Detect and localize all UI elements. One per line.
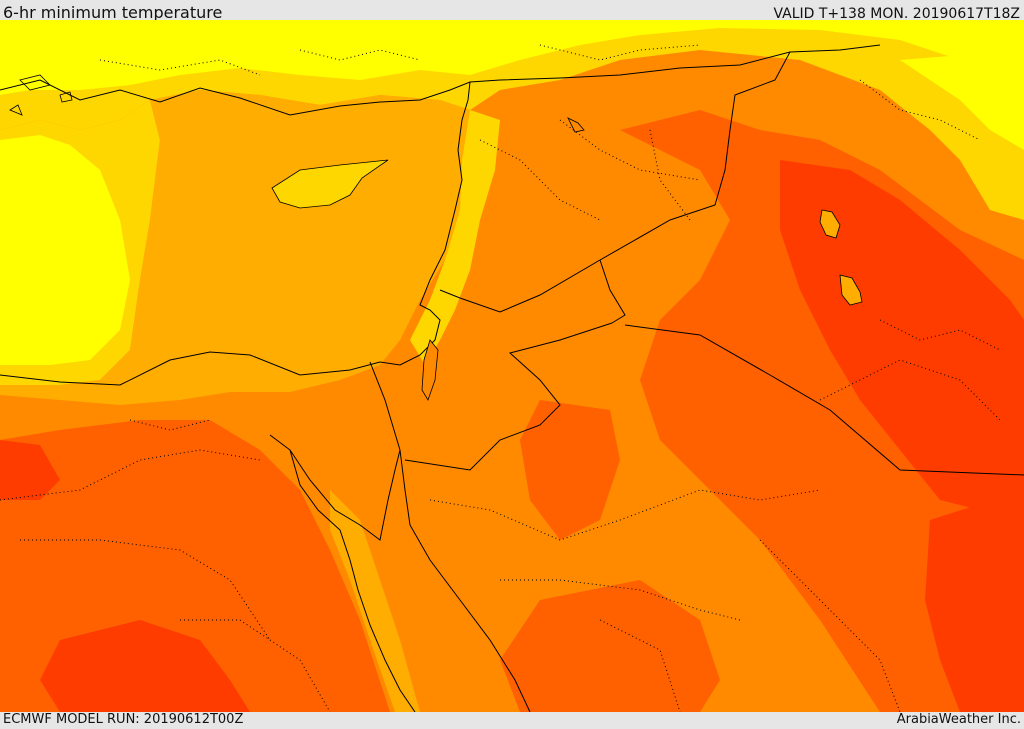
coastline-red-sea-west (269, 434, 416, 712)
zone-cool-levant (410, 110, 500, 365)
lake-habbaniyah (839, 274, 863, 306)
lake-tharthar (819, 209, 841, 239)
cyprus-island (271, 159, 389, 209)
admin-borders-dotted (0, 44, 1001, 712)
aegean-islands (9, 74, 73, 116)
border-jordan-saudi (404, 322, 613, 471)
credit-label: ArabiaWeather Inc. (896, 712, 1021, 727)
zone-hottest-gulf (925, 490, 1024, 712)
border-syria-iraq (599, 51, 791, 261)
zone-mild-red-sea (330, 490, 420, 712)
temperature-map[interactable] (0, 20, 1024, 712)
valid-time: VALID T+138 MON. 20190617T18Z (773, 6, 1020, 22)
zone-hottest-south-egypt (40, 620, 250, 712)
model-run-label: ECMWF MODEL RUN: 20190612T00Z (3, 712, 244, 727)
zone-cool-north (0, 20, 1024, 220)
zone-hottest-egypt (0, 440, 60, 500)
footer-bar (0, 712, 1024, 729)
zone-warm-sinai (210, 380, 405, 560)
header-bar (0, 0, 1024, 20)
coastline-north (0, 79, 471, 386)
border-jordan-iraq (599, 259, 626, 324)
zone-hot-saudi-south (500, 580, 720, 712)
zone-hottest-iraq (780, 160, 1024, 510)
coastline-sinai (289, 449, 401, 541)
zone-coolest-west (0, 135, 130, 365)
border-egypt-israel (369, 361, 401, 451)
zone-coolest-ne (900, 50, 1024, 150)
zone-coolest-north (0, 20, 1024, 95)
jordan-valley (421, 339, 439, 401)
border-saudi-iraq (624, 324, 1024, 476)
border-syria-jordan (439, 259, 601, 313)
map-title: 6-hr minimum temperature (3, 3, 223, 22)
lake-assad (567, 117, 585, 133)
zone-hot-saudi-west (520, 400, 620, 540)
coastline-red-sea-east (399, 449, 531, 712)
border-turkey-syria (469, 44, 881, 83)
